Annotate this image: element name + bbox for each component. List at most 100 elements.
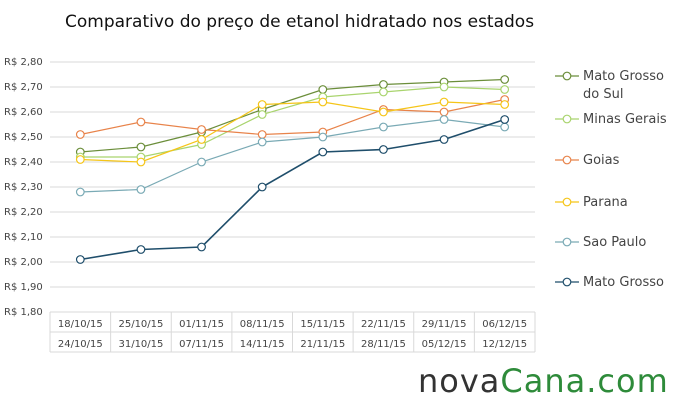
legend-item: Sao Paulo: [555, 234, 680, 252]
data-point: [75, 155, 85, 164]
brand-part: nova: [418, 362, 501, 400]
x-tick-label: 05/12/15: [422, 339, 467, 350]
x-tick-label: 18/10/15: [58, 319, 103, 330]
data-point: [439, 82, 449, 92]
data-point: [439, 97, 449, 107]
x-tick-label: 07/11/15: [179, 339, 224, 350]
series-line: [80, 86, 505, 158]
legend-swatch: [555, 197, 579, 207]
x-tick-label: 25/10/15: [118, 319, 163, 330]
data-point: [500, 100, 510, 109]
data-point: [500, 122, 510, 132]
x-tick-label: 01/11/15: [179, 319, 224, 330]
brand-part: .com: [586, 362, 669, 400]
data-point: [197, 135, 206, 144]
x-tick-label: 28/11/15: [361, 339, 406, 350]
data-point: [75, 187, 85, 197]
legend-marker: [562, 197, 572, 207]
legend-label: Parana: [583, 195, 628, 210]
data-point: [257, 137, 267, 147]
legend-marker: [562, 277, 572, 287]
x-tick-label: 15/11/15: [300, 319, 345, 330]
data-point: [197, 242, 206, 252]
data-point: [136, 157, 146, 167]
y-tick-label: R$ 2,40: [4, 157, 43, 168]
y-tick-label: R$ 2,70: [4, 82, 43, 93]
brand: novaCana.com: [418, 362, 669, 400]
y-tick-label: R$ 2,10: [4, 232, 43, 243]
legend-marker: [562, 114, 572, 124]
series-line: [80, 101, 505, 163]
data-point: [439, 107, 449, 117]
data-point: [197, 125, 206, 134]
legend-swatch: [555, 114, 579, 124]
legend-marker: [562, 71, 572, 81]
x-tick-label: 21/11/15: [300, 339, 345, 350]
data-point: [318, 132, 328, 142]
data-point: [379, 122, 388, 132]
chart-title: Comparativo do preço de etanol hidratado…: [65, 12, 534, 32]
brand-part: Cana: [500, 362, 587, 400]
data-point: [136, 142, 146, 152]
series-line: [80, 118, 505, 261]
x-tick-label: 12/12/15: [482, 339, 527, 350]
data-point: [257, 130, 267, 139]
series-line: [80, 78, 505, 153]
legend-item: Minas Gerais: [555, 111, 680, 129]
data-point: [318, 85, 328, 94]
legend-item: Mato Grosso: [555, 274, 680, 292]
series-line: [80, 98, 505, 136]
data-point: [379, 145, 388, 154]
data-point: [257, 100, 267, 109]
y-tick-label: R$ 2,60: [4, 107, 43, 118]
data-point: [318, 147, 328, 157]
series-line: [80, 118, 505, 193]
data-point: [257, 110, 267, 119]
y-tick-label: R$ 2,30: [4, 182, 43, 193]
legend-label: Mato Grosso: [583, 275, 664, 290]
legend-item: Parana: [555, 194, 680, 212]
y-tick-label: R$ 1,80: [4, 307, 43, 318]
data-point: [439, 115, 449, 124]
data-point: [197, 157, 206, 167]
legend-label: Mato Grosso do Sul: [583, 69, 664, 102]
data-point: [379, 87, 388, 97]
data-point: [136, 185, 146, 194]
legend-swatch: [555, 155, 579, 165]
data-point: [500, 115, 510, 124]
data-point: [136, 245, 146, 254]
data-point: [379, 107, 388, 117]
data-point: [75, 255, 85, 264]
legend-item: Mato Grosso do Sul: [555, 68, 680, 104]
legend-swatch: [555, 71, 579, 81]
y-tick-label: R$ 2,20: [4, 207, 43, 218]
x-tick-label: 06/12/15: [482, 319, 527, 330]
x-tick-label: 31/10/15: [118, 339, 163, 350]
data-point: [75, 130, 85, 139]
data-point: [379, 80, 388, 89]
y-tick-label: R$ 2,80: [4, 57, 43, 68]
y-tick-label: R$ 2,50: [4, 132, 43, 143]
x-tick-label: 14/11/15: [240, 339, 285, 350]
y-tick-label: R$ 1,90: [4, 282, 43, 293]
data-point: [500, 85, 510, 94]
legend-item: Goias: [555, 152, 680, 170]
x-tick-label: 22/11/15: [361, 319, 406, 330]
data-point: [318, 97, 328, 107]
legend-marker: [562, 155, 572, 165]
y-tick-label: R$ 2,00: [4, 257, 43, 268]
legend-label: Sao Paulo: [583, 235, 647, 250]
data-point: [136, 117, 146, 127]
data-point: [257, 182, 267, 192]
legend-swatch: [555, 237, 579, 247]
legend-swatch: [555, 277, 579, 287]
x-tick-label: 08/11/15: [240, 319, 285, 330]
legend-label: Goias: [583, 153, 620, 168]
legend-marker: [562, 237, 572, 247]
legend-label: Minas Gerais: [583, 112, 667, 127]
data-point: [500, 75, 510, 84]
data-point: [439, 135, 449, 144]
x-tick-label: 24/10/15: [58, 339, 103, 350]
